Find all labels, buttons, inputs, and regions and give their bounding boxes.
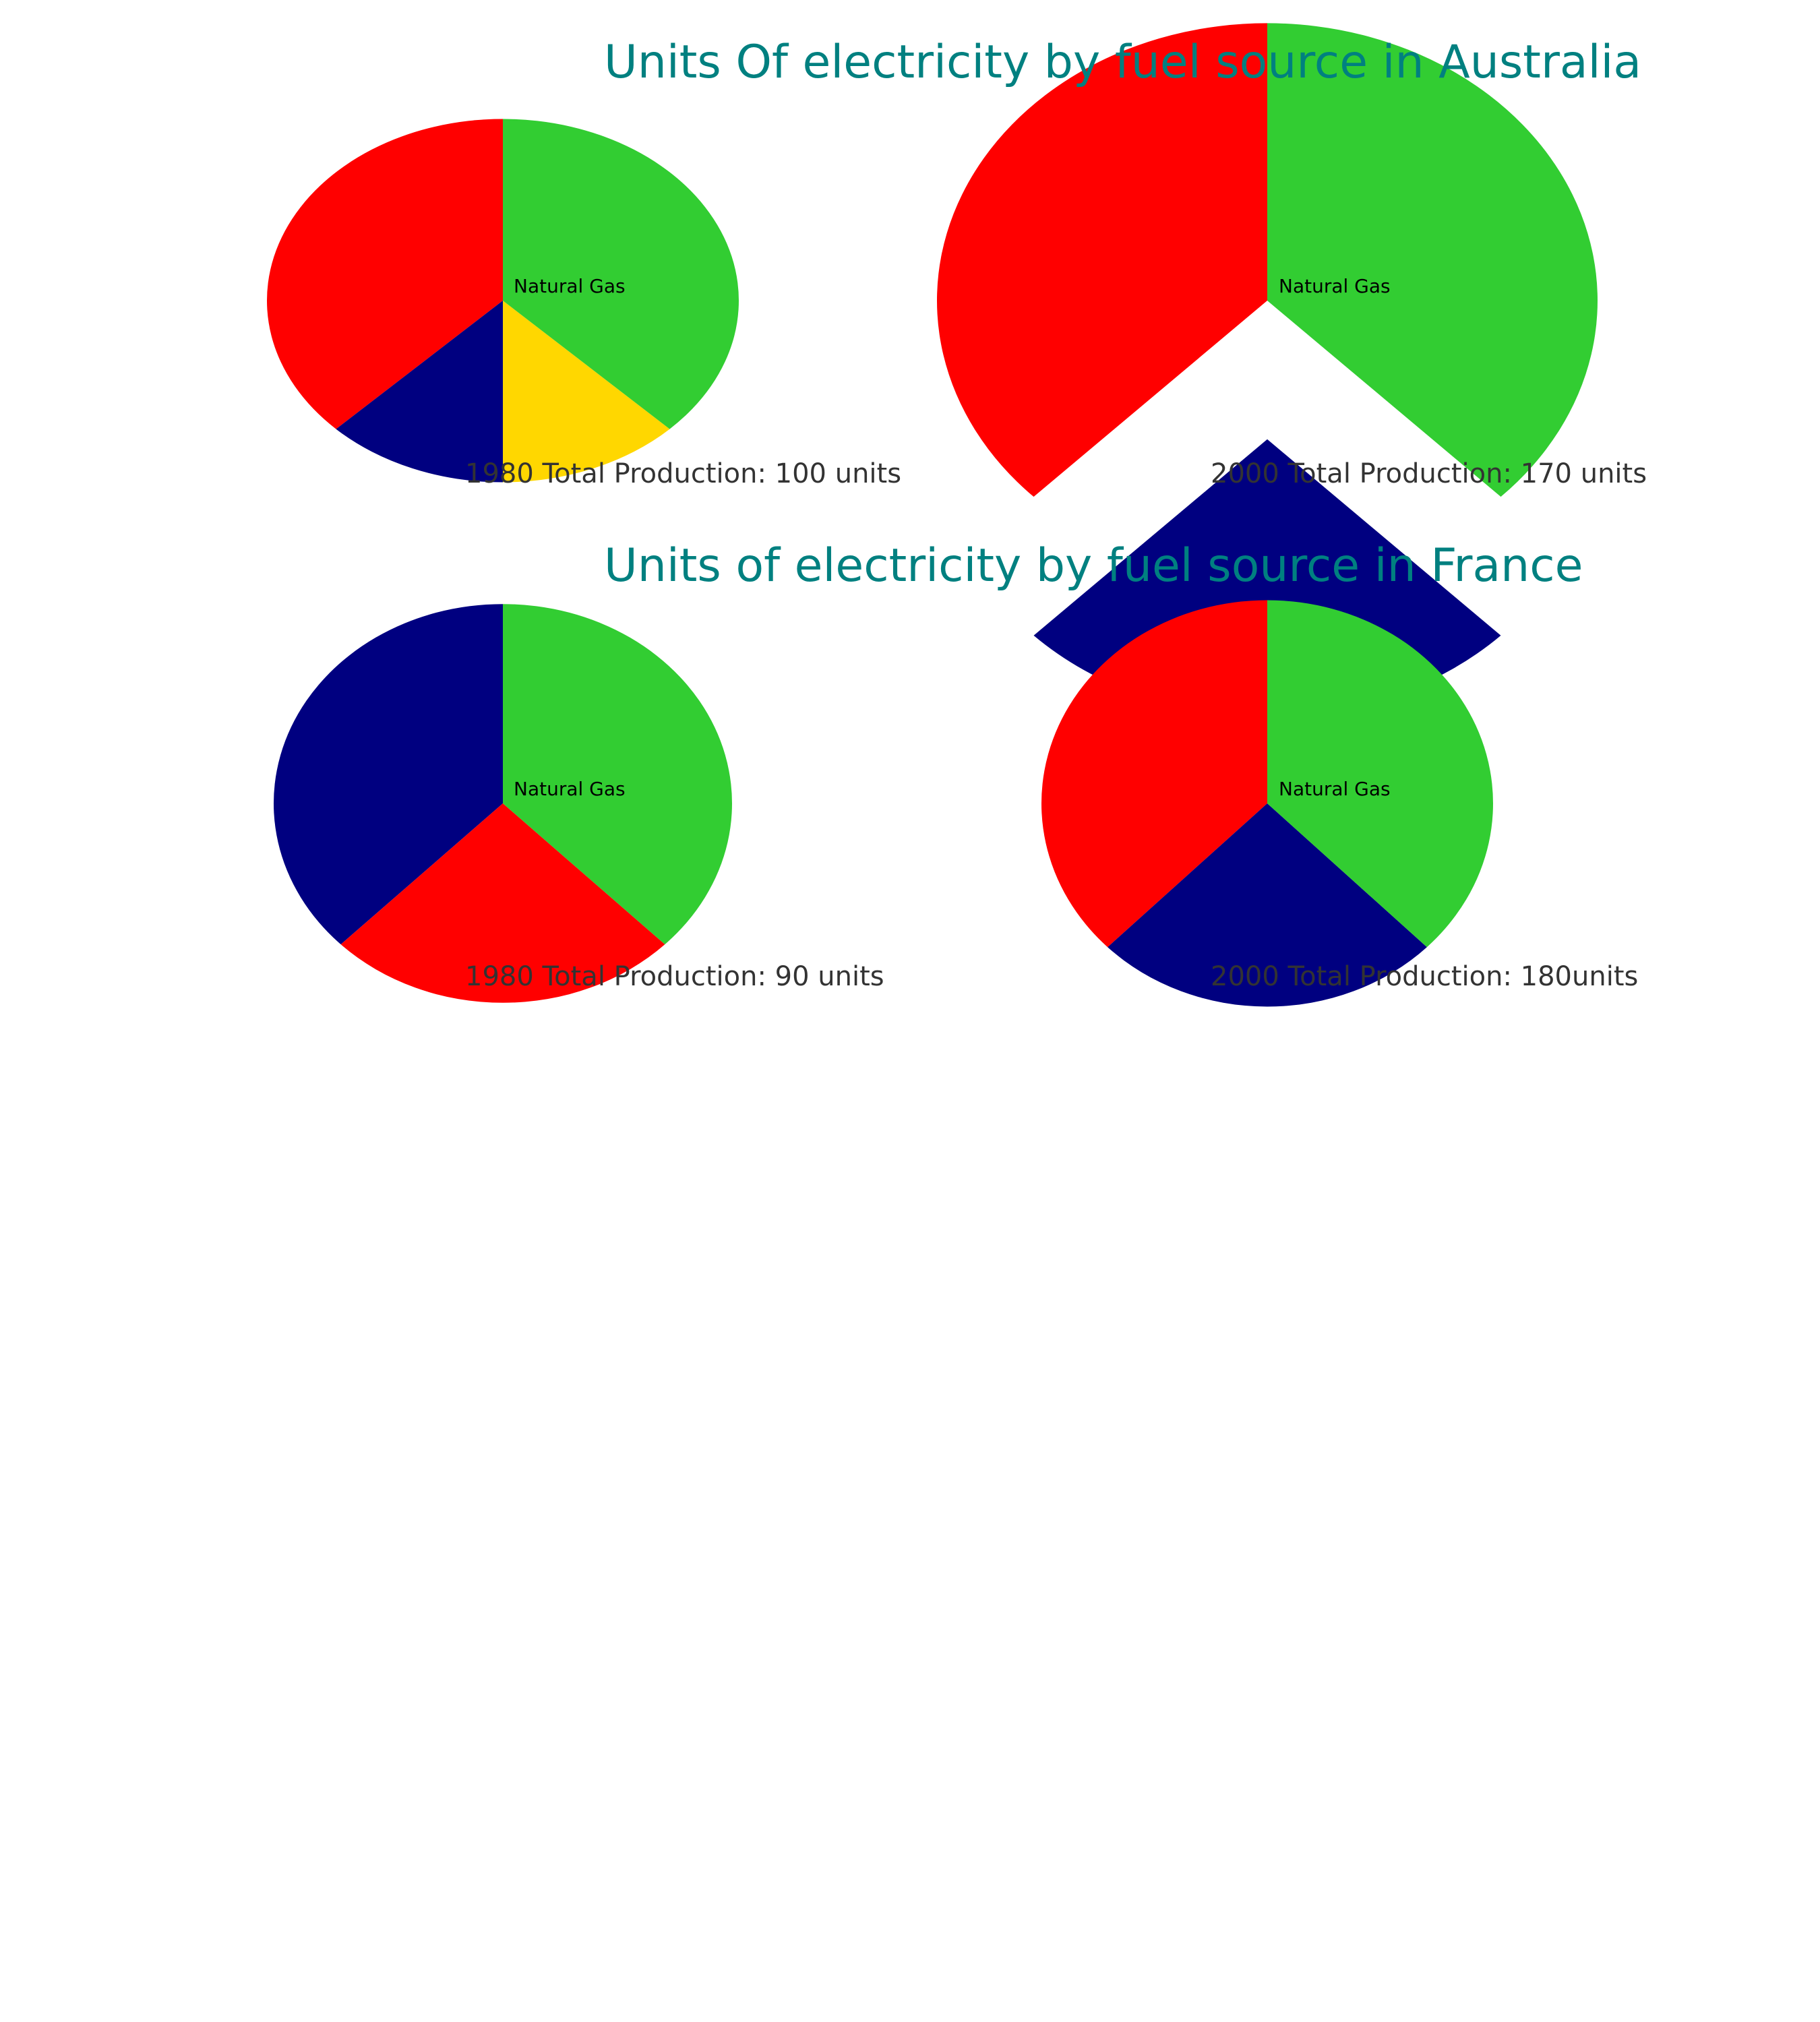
pie-slice-natural-gas	[937, 23, 1267, 497]
slice-label-natural-gas: Natural Gas	[1279, 778, 1391, 800]
pie-caption: 1980 Total Production: 90 units	[465, 961, 884, 992]
slice-label-natural-gas: Natural Gas	[1279, 275, 1391, 297]
slice-label-natural-gas: Natural Gas	[514, 778, 626, 800]
pie-slices	[267, 119, 739, 483]
pie-slices	[274, 604, 732, 1003]
slice-label-natural-gas: Natural Gas	[514, 275, 626, 297]
pie-chart-australia-1980: Natural Gas 1980 Total Production: 100 u…	[267, 119, 901, 490]
pie-caption: 1980 Total Production: 100 units	[465, 458, 901, 489]
pie-caption: 2000 Total Production: 180units	[1211, 961, 1638, 992]
pie-slice-slice-3	[1267, 23, 1598, 497]
chart-title-australia: Units Of electricity by fuel source in A…	[604, 36, 1641, 89]
pie-chart-france-2000: Natural Gas 2000 Total Production: 180un…	[1041, 601, 1638, 1007]
pie-caption: 2000 Total Production: 170 units	[1211, 458, 1647, 489]
pie-chart-france-1980: Natural Gas 1980 Total Production: 90 un…	[274, 604, 884, 1003]
pie-slices	[1041, 601, 1493, 1007]
chart-title-france: Units of electricity by fuel source in F…	[604, 539, 1583, 592]
